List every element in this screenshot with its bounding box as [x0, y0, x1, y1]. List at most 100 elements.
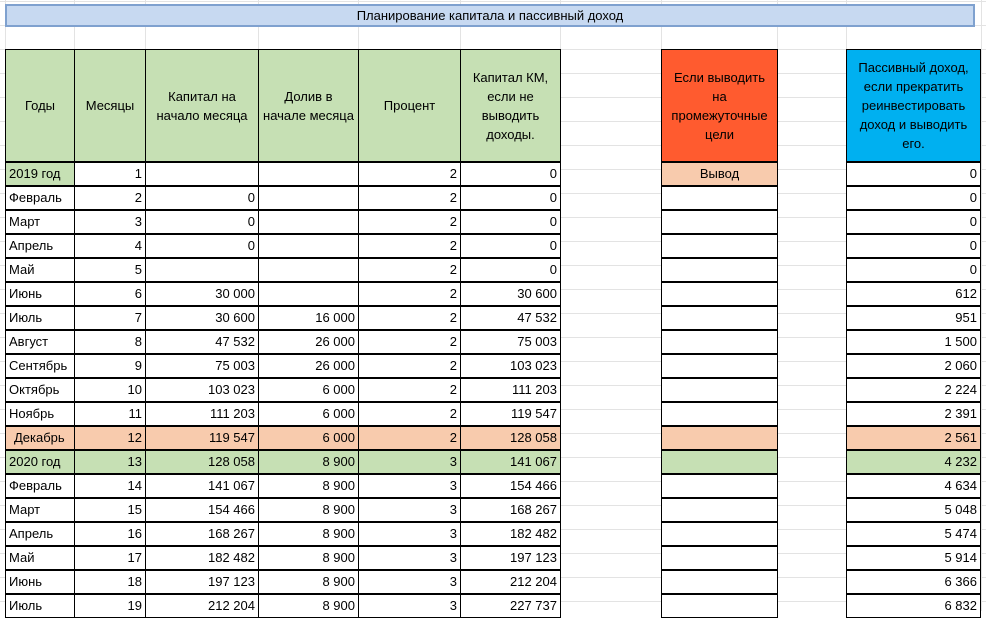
- cell-passive-income[interactable]: 5 474: [846, 522, 981, 546]
- cell-month[interactable]: 14: [74, 474, 146, 498]
- cell-topup[interactable]: [258, 210, 359, 234]
- header-months[interactable]: Месяцы: [74, 49, 146, 162]
- cell-year[interactable]: Апрель: [5, 234, 75, 258]
- cell-percent[interactable]: 3: [358, 594, 461, 618]
- cell-withdraw[interactable]: [661, 258, 778, 282]
- cell-withdraw[interactable]: [661, 474, 778, 498]
- cell-passive-income[interactable]: 2 391: [846, 402, 981, 426]
- cell-capital-start[interactable]: 168 267: [145, 522, 259, 546]
- cell-month[interactable]: 5: [74, 258, 146, 282]
- cell-year[interactable]: Август: [5, 330, 75, 354]
- cell-passive-income[interactable]: 4 634: [846, 474, 981, 498]
- cell-capital-km[interactable]: 30 600: [460, 282, 561, 306]
- cell-withdraw[interactable]: [661, 498, 778, 522]
- cell-withdraw[interactable]: [661, 378, 778, 402]
- cell-passive-income[interactable]: 4 232: [846, 450, 981, 474]
- cell-withdraw[interactable]: [661, 306, 778, 330]
- header-capital-start[interactable]: Капитал на начало месяца: [145, 49, 259, 162]
- cell-topup[interactable]: [258, 234, 359, 258]
- header-years[interactable]: Годы: [5, 49, 75, 162]
- cell-capital-km[interactable]: 0: [460, 162, 561, 186]
- header-withdraw[interactable]: Если выводить на промежуточные цели: [661, 49, 778, 162]
- cell-withdraw[interactable]: [661, 426, 778, 450]
- cell-withdraw[interactable]: [661, 210, 778, 234]
- cell-capital-start[interactable]: 119 547: [145, 426, 259, 450]
- cell-withdraw[interactable]: Вывод: [661, 162, 778, 186]
- cell-withdraw[interactable]: [661, 546, 778, 570]
- cell-percent[interactable]: 2: [358, 210, 461, 234]
- cell-year[interactable]: Ноябрь: [5, 402, 75, 426]
- cell-capital-start[interactable]: 197 123: [145, 570, 259, 594]
- header-passive-income[interactable]: Пассивный доход, если прекратить реинвес…: [846, 49, 981, 162]
- cell-month[interactable]: 8: [74, 330, 146, 354]
- cell-percent[interactable]: 3: [358, 546, 461, 570]
- cell-withdraw[interactable]: [661, 570, 778, 594]
- cell-percent[interactable]: 2: [358, 162, 461, 186]
- cell-capital-km[interactable]: 168 267: [460, 498, 561, 522]
- cell-withdraw[interactable]: [661, 234, 778, 258]
- cell-capital-km[interactable]: 103 023: [460, 354, 561, 378]
- cell-withdraw[interactable]: [661, 330, 778, 354]
- cell-year[interactable]: Июнь: [5, 570, 75, 594]
- cell-passive-income[interactable]: 6 366: [846, 570, 981, 594]
- cell-year[interactable]: Июль: [5, 594, 75, 618]
- cell-capital-km[interactable]: 0: [460, 234, 561, 258]
- cell-passive-income[interactable]: 0: [846, 186, 981, 210]
- cell-passive-income[interactable]: 6 832: [846, 594, 981, 618]
- cell-capital-km[interactable]: 128 058: [460, 426, 561, 450]
- cell-month[interactable]: 15: [74, 498, 146, 522]
- cell-percent[interactable]: 3: [358, 498, 461, 522]
- cell-capital-start[interactable]: 30 600: [145, 306, 259, 330]
- cell-capital-start[interactable]: 0: [145, 210, 259, 234]
- cell-passive-income[interactable]: 0: [846, 162, 981, 186]
- cell-capital-km[interactable]: 0: [460, 210, 561, 234]
- cell-capital-start[interactable]: 47 532: [145, 330, 259, 354]
- cell-passive-income[interactable]: 2 561: [846, 426, 981, 450]
- cell-capital-start[interactable]: 212 204: [145, 594, 259, 618]
- cell-percent[interactable]: 3: [358, 450, 461, 474]
- cell-capital-start[interactable]: 128 058: [145, 450, 259, 474]
- cell-passive-income[interactable]: 612: [846, 282, 981, 306]
- cell-capital-km[interactable]: 182 482: [460, 522, 561, 546]
- cell-month[interactable]: 11: [74, 402, 146, 426]
- cell-topup[interactable]: [258, 282, 359, 306]
- cell-passive-income[interactable]: 2 060: [846, 354, 981, 378]
- cell-withdraw[interactable]: [661, 282, 778, 306]
- cell-percent[interactable]: 2: [358, 354, 461, 378]
- cell-year[interactable]: 2020 год: [5, 450, 75, 474]
- cell-withdraw[interactable]: [661, 186, 778, 210]
- cell-percent[interactable]: 2: [358, 258, 461, 282]
- header-capital-km[interactable]: Капитал КМ, если не выводить доходы.: [460, 49, 561, 162]
- cell-passive-income[interactable]: 2 224: [846, 378, 981, 402]
- cell-topup[interactable]: 6 000: [258, 402, 359, 426]
- cell-withdraw[interactable]: [661, 402, 778, 426]
- cell-percent[interactable]: 2: [358, 426, 461, 450]
- cell-passive-income[interactable]: 0: [846, 258, 981, 282]
- cell-capital-start[interactable]: 0: [145, 186, 259, 210]
- cell-capital-start[interactable]: 111 203: [145, 402, 259, 426]
- cell-year[interactable]: Май: [5, 258, 75, 282]
- cell-topup[interactable]: [258, 186, 359, 210]
- cell-year[interactable]: Июль: [5, 306, 75, 330]
- cell-year[interactable]: Декабрь: [5, 426, 75, 450]
- cell-withdraw[interactable]: [661, 354, 778, 378]
- cell-capital-start[interactable]: 141 067: [145, 474, 259, 498]
- cell-capital-km[interactable]: 47 532: [460, 306, 561, 330]
- cell-topup[interactable]: 8 900: [258, 594, 359, 618]
- cell-year[interactable]: Июнь: [5, 282, 75, 306]
- cell-capital-start[interactable]: [145, 162, 259, 186]
- cell-capital-start[interactable]: 182 482: [145, 546, 259, 570]
- cell-withdraw[interactable]: [661, 522, 778, 546]
- cell-topup[interactable]: 8 900: [258, 522, 359, 546]
- cell-month[interactable]: 13: [74, 450, 146, 474]
- cell-topup[interactable]: 8 900: [258, 546, 359, 570]
- cell-capital-km[interactable]: 141 067: [460, 450, 561, 474]
- cell-capital-km[interactable]: 212 204: [460, 570, 561, 594]
- cell-capital-start[interactable]: 75 003: [145, 354, 259, 378]
- cell-withdraw[interactable]: [661, 450, 778, 474]
- cell-capital-km[interactable]: 75 003: [460, 330, 561, 354]
- cell-topup[interactable]: 8 900: [258, 474, 359, 498]
- cell-year[interactable]: Май: [5, 546, 75, 570]
- cell-year[interactable]: Сентябрь: [5, 354, 75, 378]
- cell-year[interactable]: 2019 год: [5, 162, 75, 186]
